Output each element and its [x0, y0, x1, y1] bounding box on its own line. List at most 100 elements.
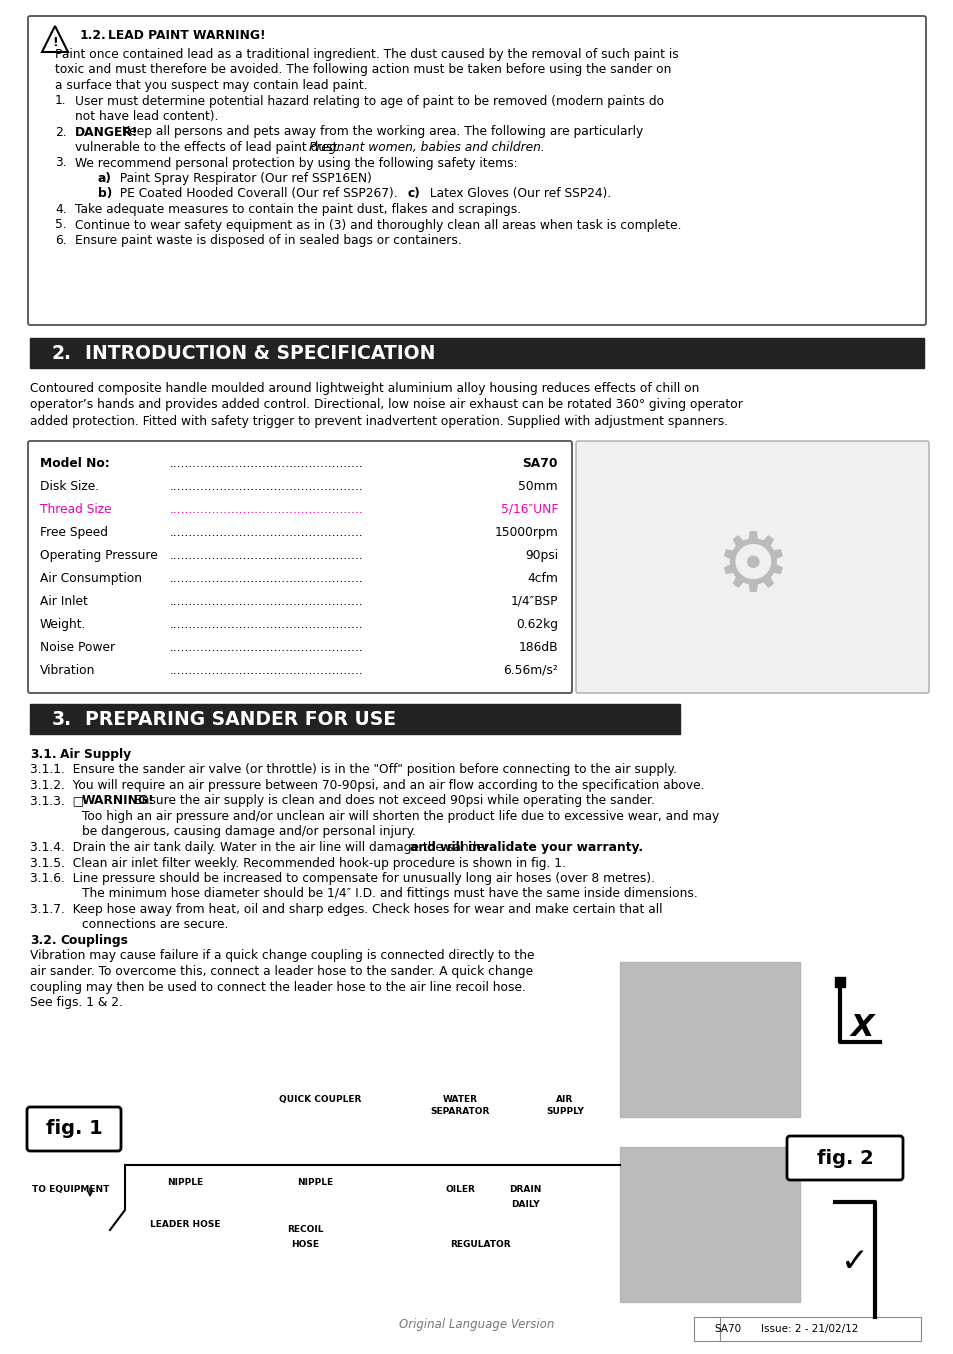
Text: 6.: 6. — [55, 234, 67, 246]
Text: We recommend personal protection by using the following safety items:: We recommend personal protection by usin… — [75, 157, 517, 169]
Text: See figs. 1 & 2.: See figs. 1 & 2. — [30, 997, 123, 1009]
FancyBboxPatch shape — [28, 16, 925, 325]
Text: 3.1.1.  Ensure the sander air valve (or throttle) is in the "Off" position befor: 3.1.1. Ensure the sander air valve (or t… — [30, 764, 677, 776]
Text: The minimum hose diameter should be 1/4″ I.D. and fittings must have the same in: The minimum hose diameter should be 1/4″… — [82, 887, 697, 900]
Text: !: ! — [52, 35, 58, 49]
Text: Thread Size: Thread Size — [40, 502, 112, 516]
Text: coupling may then be used to connect the leader hose to the air line recoil hose: coupling may then be used to connect the… — [30, 980, 525, 994]
Text: 1.: 1. — [55, 95, 67, 107]
Text: toxic and must therefore be avoided. The following action must be taken before u: toxic and must therefore be avoided. The… — [55, 64, 671, 76]
Text: WARNING!: WARNING! — [82, 795, 154, 807]
Text: DAILY: DAILY — [510, 1200, 538, 1209]
FancyBboxPatch shape — [786, 1136, 902, 1179]
Text: 186dB: 186dB — [517, 640, 558, 654]
Text: air sander. To overcome this, connect a leader hose to the sander. A quick chang: air sander. To overcome this, connect a … — [30, 965, 533, 978]
Text: Latex Gloves (Our ref SSP24).: Latex Gloves (Our ref SSP24). — [421, 187, 611, 200]
Text: Air Inlet: Air Inlet — [40, 594, 88, 608]
Text: AIR: AIR — [556, 1095, 573, 1104]
Text: 3.1.6.  Line pressure should be increased to compensate for unusually long air h: 3.1.6. Line pressure should be increased… — [30, 872, 655, 886]
Text: Vibration may cause failure if a quick change coupling is connected directly to : Vibration may cause failure if a quick c… — [30, 949, 534, 963]
Text: SA70: SA70 — [714, 1324, 740, 1334]
Text: ..................................................: ........................................… — [170, 594, 363, 608]
Text: 15000rpm: 15000rpm — [494, 525, 558, 539]
Text: User must determine potential hazard relating to age of paint to be removed (mod: User must determine potential hazard rel… — [75, 95, 663, 107]
Text: 4.: 4. — [55, 203, 67, 217]
Text: Air Supply: Air Supply — [60, 747, 131, 761]
Text: 3.1.2.  You will require an air pressure between 70-90psi, and an air flow accor: 3.1.2. You will require an air pressure … — [30, 779, 703, 792]
Text: be dangerous, causing damage and/or personal injury.: be dangerous, causing damage and/or pers… — [82, 826, 416, 838]
Text: Paint once contained lead as a traditional ingredient. The dust caused by the re: Paint once contained lead as a tradition… — [55, 47, 678, 61]
Text: Continue to wear safety equipment as in (3) and thoroughly clean all areas when : Continue to wear safety equipment as in … — [75, 218, 680, 232]
Text: a): a) — [98, 172, 112, 185]
Text: operator’s hands and provides added control. Directional, low noise air exhaust : operator’s hands and provides added cont… — [30, 398, 742, 412]
Text: Free Speed: Free Speed — [40, 525, 108, 539]
Text: Vibration: Vibration — [40, 663, 95, 677]
Text: added protection. Fitted with safety trigger to prevent inadvertent operation. S: added protection. Fitted with safety tri… — [30, 414, 727, 428]
Text: Disk Size.: Disk Size. — [40, 481, 99, 493]
Text: INTRODUCTION & SPECIFICATION: INTRODUCTION & SPECIFICATION — [85, 344, 435, 363]
FancyBboxPatch shape — [28, 441, 572, 693]
Text: 0.62kg: 0.62kg — [516, 617, 558, 631]
Text: PE Coated Hooded Coverall (Our ref SSP267).: PE Coated Hooded Coverall (Our ref SSP26… — [112, 187, 397, 200]
Text: RECOIL: RECOIL — [287, 1225, 323, 1233]
Text: a surface that you suspect may contain lead paint.: a surface that you suspect may contain l… — [55, 79, 367, 92]
Text: ⚙: ⚙ — [715, 527, 789, 608]
FancyBboxPatch shape — [693, 1317, 920, 1340]
Text: 1.2.: 1.2. — [80, 28, 107, 42]
Text: 5/16″UNF: 5/16″UNF — [500, 502, 558, 516]
Text: 1/4″BSP: 1/4″BSP — [510, 594, 558, 608]
Text: 3.1.3.  □: 3.1.3. □ — [30, 795, 88, 807]
Text: 2.: 2. — [52, 344, 71, 363]
Text: LEADER HOSE: LEADER HOSE — [150, 1220, 220, 1229]
Bar — [619, 1147, 800, 1303]
Text: 90psi: 90psi — [524, 548, 558, 562]
Text: ..................................................: ........................................… — [170, 571, 363, 585]
Bar — [834, 978, 844, 987]
Text: connections are secure.: connections are secure. — [82, 918, 228, 932]
Text: 3.: 3. — [52, 711, 72, 730]
Text: HOSE: HOSE — [291, 1240, 318, 1248]
Text: ..................................................: ........................................… — [170, 481, 363, 493]
Text: 2.: 2. — [55, 126, 67, 138]
Text: Operating Pressure: Operating Pressure — [40, 548, 157, 562]
Text: NIPPLE: NIPPLE — [167, 1178, 203, 1187]
Text: Paint Spray Respirator (Our ref SSP16EN): Paint Spray Respirator (Our ref SSP16EN) — [112, 172, 372, 185]
Text: vulnerable to the effects of lead paint dust:: vulnerable to the effects of lead paint … — [75, 141, 345, 154]
Text: SUPPLY: SUPPLY — [545, 1108, 583, 1116]
Text: Noise Power: Noise Power — [40, 640, 115, 654]
Text: 50mm: 50mm — [517, 481, 558, 493]
Text: c): c) — [408, 187, 420, 200]
Text: LEAD PAINT WARNING!: LEAD PAINT WARNING! — [108, 28, 265, 42]
Text: QUICK COUPLER: QUICK COUPLER — [278, 1095, 361, 1104]
Text: fig. 1: fig. 1 — [46, 1120, 102, 1139]
Text: Ensure paint waste is disposed of in sealed bags or containers.: Ensure paint waste is disposed of in sea… — [75, 234, 461, 246]
Text: not have lead content).: not have lead content). — [75, 110, 218, 123]
Text: Ensure the air supply is clean and does not exceed 90psi while operating the san: Ensure the air supply is clean and does … — [130, 795, 654, 807]
Text: REGULATOR: REGULATOR — [449, 1240, 510, 1248]
Text: ..................................................: ........................................… — [170, 640, 363, 654]
Bar — [619, 961, 800, 1117]
Text: Weight.: Weight. — [40, 617, 87, 631]
Text: Pregnant women, babies and children.: Pregnant women, babies and children. — [309, 141, 544, 154]
Text: Contoured composite handle moulded around lightweight aluminium alloy housing re: Contoured composite handle moulded aroun… — [30, 382, 699, 395]
Text: NIPPLE: NIPPLE — [296, 1178, 333, 1187]
Text: TO EQUIPMENT: TO EQUIPMENT — [32, 1185, 110, 1194]
Text: WATER: WATER — [442, 1095, 477, 1104]
FancyBboxPatch shape — [27, 1108, 121, 1151]
Text: Take adequate measures to contain the paint dust, flakes and scrapings.: Take adequate measures to contain the pa… — [75, 203, 520, 217]
Text: ..................................................: ........................................… — [170, 617, 363, 631]
Text: Too high an air pressure and/or unclean air will shorten the product life due to: Too high an air pressure and/or unclean … — [82, 810, 719, 823]
Text: DRAIN: DRAIN — [508, 1185, 540, 1194]
Text: SEPARATOR: SEPARATOR — [430, 1108, 489, 1116]
Text: 6.56m/s²: 6.56m/s² — [503, 663, 558, 677]
Text: ..................................................: ........................................… — [170, 663, 363, 677]
Text: 3.1.7.  Keep hose away from heat, oil and sharp edges. Check hoses for wear and : 3.1.7. Keep hose away from heat, oil and… — [30, 903, 661, 917]
Text: Couplings: Couplings — [60, 934, 128, 946]
Text: and will invalidate your warranty.: and will invalidate your warranty. — [410, 841, 642, 854]
Text: Air Consumption: Air Consumption — [40, 571, 142, 585]
Text: ✓: ✓ — [841, 1246, 868, 1278]
Text: ..................................................: ........................................… — [170, 458, 363, 470]
FancyBboxPatch shape — [576, 441, 928, 693]
Text: 3.1.5.  Clean air inlet filter weekly. Recommended hook-up procedure is shown in: 3.1.5. Clean air inlet filter weekly. Re… — [30, 857, 565, 869]
Text: Keep all persons and pets away from the working area. The following are particul: Keep all persons and pets away from the … — [118, 126, 642, 138]
